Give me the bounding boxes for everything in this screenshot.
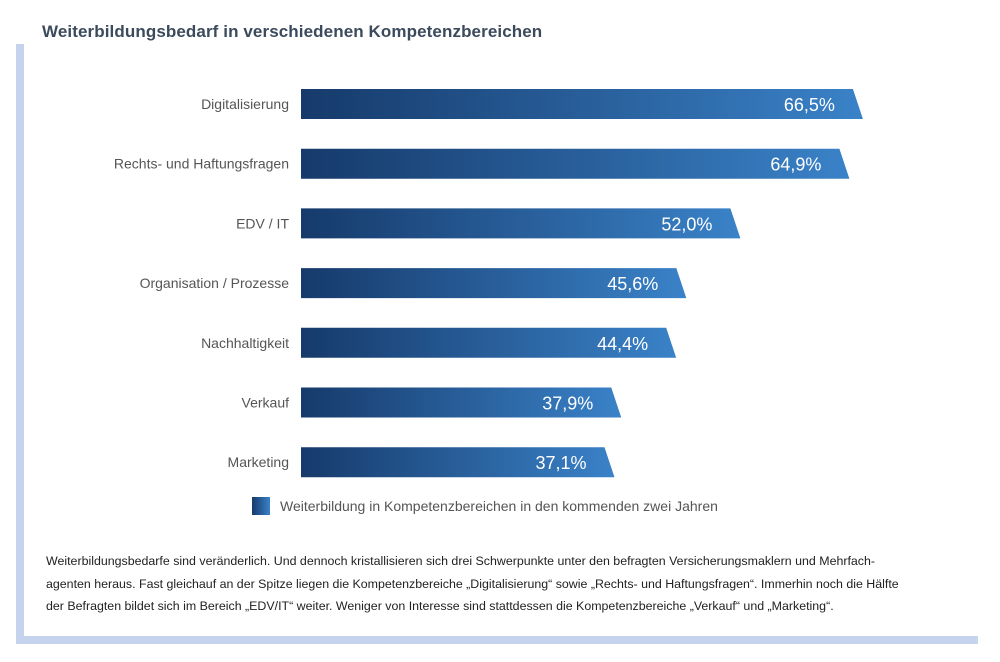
legend-swatch (252, 497, 270, 515)
category-label: Organisation / Prozesse (140, 275, 290, 291)
bar-digitalisierung (301, 89, 863, 119)
value-label: 66,5% (784, 95, 835, 115)
bar-organisation-prozesse (301, 268, 687, 299)
bar-rechts-und-haftungsfragen (301, 148, 850, 179)
category-label: Rechts- und Haftungsfragen (114, 156, 289, 172)
caption-line-3: der Befragten bildet sich im Bereich „ED… (46, 599, 834, 613)
chart-title: Weiterbildungsbedarf in verschiedenen Ko… (42, 22, 543, 41)
bar-marketing (301, 447, 615, 478)
legend-label: Weiterbildung in Kompetenzbereichen in d… (280, 498, 718, 514)
value-label: 52,0% (661, 214, 712, 234)
caption-line-1: Weiterbildungsbedarfe sind veränderlich.… (46, 554, 876, 568)
bar-edv-it (301, 208, 741, 239)
left-accent-rule (16, 44, 24, 644)
category-label: Verkauf (242, 395, 290, 411)
bar-nachhaltigkeit (301, 327, 677, 358)
value-label: 45,6% (607, 274, 658, 294)
bottom-accent-rule (16, 636, 978, 644)
value-label: 37,1% (535, 453, 586, 473)
chart-caption: Weiterbildungsbedarfe sind veränderlich.… (46, 550, 946, 618)
bar-verkauf (301, 387, 622, 418)
value-label: 44,4% (597, 334, 648, 354)
category-label: Digitalisierung (201, 96, 289, 112)
category-label: EDV / IT (236, 215, 289, 231)
value-label: 37,9% (542, 394, 593, 414)
category-label: Nachhaltigkeit (201, 335, 289, 351)
caption-line-2: agenten heraus. Fast gleichauf an der Sp… (46, 576, 899, 591)
value-label: 64,9% (770, 155, 821, 175)
chart-legend: Weiterbildung in Kompetenzbereichen in d… (252, 497, 718, 515)
category-label: Marketing (228, 454, 289, 470)
